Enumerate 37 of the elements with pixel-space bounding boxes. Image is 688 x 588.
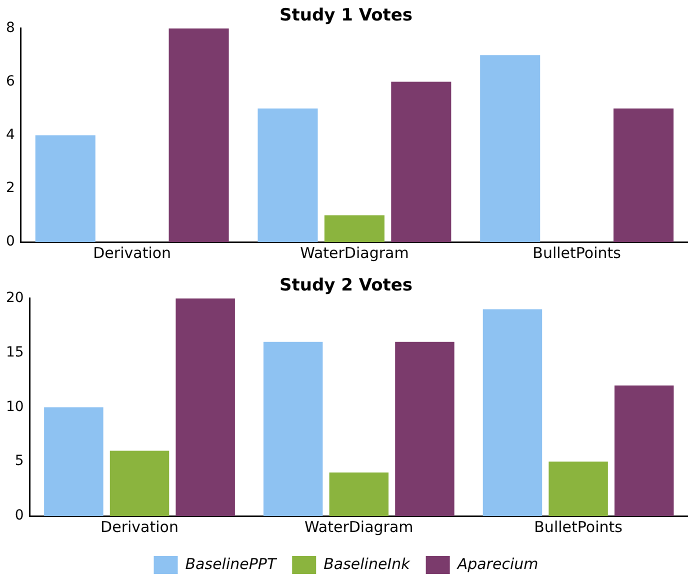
bar bbox=[480, 55, 540, 242]
bar bbox=[110, 450, 170, 516]
x-tick-label: Derivation bbox=[93, 244, 172, 262]
x-tick-label: BulletPoints bbox=[532, 244, 622, 262]
x-tick-label: BulletPoints bbox=[534, 518, 623, 536]
y-tick-label: 15 bbox=[6, 344, 24, 360]
bar bbox=[176, 298, 235, 516]
chart-title: Study 1 Votes bbox=[279, 6, 413, 26]
x-tick-label: WaterDiagram bbox=[304, 518, 414, 536]
legend-label: BaselinePPT bbox=[185, 554, 278, 573]
x-tick-label: WaterDiagram bbox=[300, 244, 409, 262]
y-tick-label: 6 bbox=[6, 73, 15, 90]
y-tick-label: 20 bbox=[6, 290, 24, 306]
bar bbox=[168, 28, 229, 242]
y-tick-label: 10 bbox=[6, 398, 24, 415]
bar bbox=[329, 472, 389, 516]
bar bbox=[263, 342, 323, 516]
bar bbox=[614, 385, 674, 516]
y-tick-label: 2 bbox=[6, 180, 15, 196]
bar bbox=[44, 407, 104, 516]
bar bbox=[395, 342, 454, 516]
y-tick-label: 0 bbox=[6, 234, 15, 250]
y-tick-label: 5 bbox=[14, 453, 24, 470]
chart-title: Study 2 Votes bbox=[279, 276, 413, 296]
bar bbox=[35, 135, 96, 242]
y-tick-label: 4 bbox=[6, 126, 15, 143]
bar bbox=[391, 82, 452, 242]
bar bbox=[548, 462, 608, 516]
bar bbox=[614, 108, 674, 242]
bar bbox=[324, 215, 384, 242]
legend-label: BaselineInk bbox=[324, 554, 412, 573]
bar bbox=[258, 108, 318, 242]
bar bbox=[482, 309, 542, 516]
y-tick-label: 8 bbox=[6, 20, 15, 36]
legend-label: Aparecium bbox=[456, 554, 538, 573]
x-tick-label: Derivation bbox=[100, 518, 178, 536]
y-tick-label: 0 bbox=[14, 508, 24, 524]
